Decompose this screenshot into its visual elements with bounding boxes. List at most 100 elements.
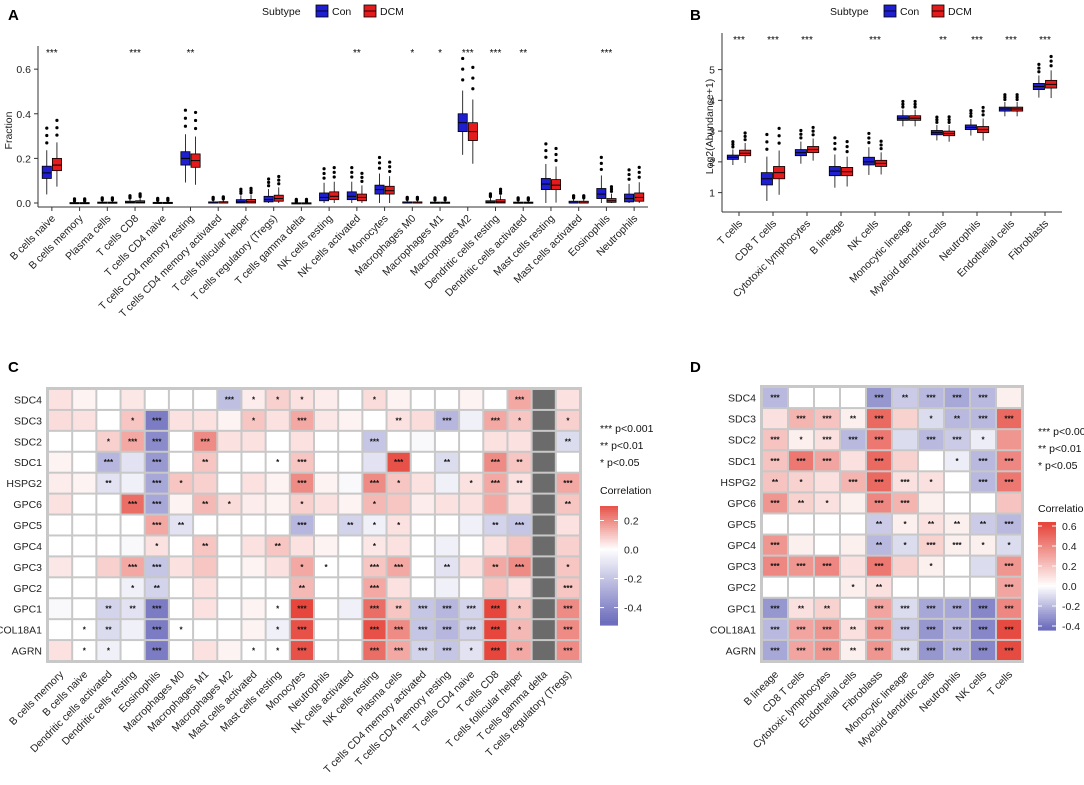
heat-cell xyxy=(971,640,995,660)
heat-cell xyxy=(508,536,531,556)
outlier-point xyxy=(627,172,631,177)
cell-significance: ** xyxy=(565,500,572,509)
cell-significance: ** xyxy=(396,416,403,425)
box-con xyxy=(41,165,52,179)
heat-cell xyxy=(49,515,72,535)
heat-cell xyxy=(290,410,313,430)
heat-cell xyxy=(789,577,813,597)
outlier-point xyxy=(913,99,917,104)
cell-significance: ** xyxy=(954,415,961,424)
row-label: GPC2 xyxy=(13,583,42,595)
cell-significance: *** xyxy=(978,415,988,424)
colorbar-step xyxy=(1038,590,1056,593)
outlier-point xyxy=(239,187,243,191)
colorbar-step xyxy=(1038,606,1056,609)
heat-cell xyxy=(242,390,265,409)
cell-significance: *** xyxy=(152,605,162,614)
x-tick-label: B lineage xyxy=(808,218,848,258)
outlier-point xyxy=(193,126,198,131)
outlier-point xyxy=(45,141,49,145)
heat-cell xyxy=(841,514,865,534)
panel-label-A: A xyxy=(8,7,19,24)
outlier-point xyxy=(743,131,747,135)
heat-cell xyxy=(919,493,943,513)
significance-mark: *** xyxy=(801,35,813,46)
cell-significance: * xyxy=(252,647,256,656)
outlier-point xyxy=(867,131,871,136)
heat-cell xyxy=(363,494,386,514)
heat-cell xyxy=(339,578,362,598)
cell-significance: *** xyxy=(442,647,452,656)
heat-cell xyxy=(532,515,555,535)
heat-cell xyxy=(290,494,313,514)
significance-mark: *** xyxy=(1005,35,1017,46)
outlier-point xyxy=(599,161,603,166)
x-tick-label: T cells xyxy=(715,218,745,248)
colorbar-step xyxy=(1038,541,1056,545)
heat-cell xyxy=(484,452,507,472)
colorbar-step xyxy=(600,569,618,573)
cell-significance: *** xyxy=(770,436,780,445)
cell-significance: * xyxy=(276,626,280,635)
outlier-point xyxy=(183,124,188,128)
y-tick-label: 0.0 xyxy=(16,198,31,210)
heat-cell xyxy=(315,515,338,535)
cell-significance: *** xyxy=(394,647,404,656)
outlier-point xyxy=(1003,95,1007,99)
cell-significance: ** xyxy=(772,478,779,487)
cell-significance: ** xyxy=(902,394,909,403)
heat-cell xyxy=(73,431,96,451)
cell-significance: *** xyxy=(152,647,162,656)
outlier-point xyxy=(277,182,281,186)
row-label: SDC2 xyxy=(14,436,42,448)
heat-cell xyxy=(997,472,1021,492)
outlier-point xyxy=(799,128,803,133)
colorbar-step xyxy=(600,541,618,545)
colorbar-step xyxy=(1038,595,1056,599)
cell-significance: *** xyxy=(900,499,910,508)
outlier-point xyxy=(249,186,253,190)
colorbar-step xyxy=(600,523,618,527)
cell-significance: ** xyxy=(105,605,112,614)
cell-significance: * xyxy=(107,437,111,446)
heat-cell xyxy=(169,494,193,514)
significance-mark: *** xyxy=(601,48,613,59)
heat-cell xyxy=(194,578,217,598)
heat-cell xyxy=(363,410,386,430)
heat-cell xyxy=(435,620,459,640)
colorbar-step xyxy=(1038,556,1056,559)
outlier-point xyxy=(765,140,769,144)
heat-cell xyxy=(556,557,579,577)
heat-cell xyxy=(73,473,96,493)
row-label: GPC4 xyxy=(13,541,42,553)
outlier-point xyxy=(799,136,803,140)
outlier-point xyxy=(879,139,883,143)
cell-significance: *** xyxy=(491,479,501,488)
cell-significance: *** xyxy=(491,605,501,614)
cell-significance: ** xyxy=(824,604,831,613)
colorbar-step xyxy=(1038,529,1056,532)
heat-cell xyxy=(893,640,917,660)
cell-significance: ** xyxy=(798,604,805,613)
heat-cell xyxy=(460,410,483,430)
cell-significance: *** xyxy=(926,394,936,403)
heat-cell xyxy=(532,410,555,430)
colorbar-step xyxy=(600,555,618,559)
heat-cell xyxy=(919,619,943,639)
heat-cell xyxy=(841,556,865,576)
heat-cell xyxy=(121,473,144,493)
heat-cell xyxy=(411,557,434,577)
cell-significance: *** xyxy=(152,437,162,446)
outlier-point xyxy=(637,170,641,174)
heat-cell xyxy=(893,556,917,576)
cell-significance: *** xyxy=(952,541,962,550)
heat-cell xyxy=(145,473,168,493)
heat-cell xyxy=(789,493,813,513)
colorbar-step xyxy=(600,615,618,618)
outlier-point xyxy=(461,78,465,82)
heat-cell xyxy=(97,557,120,577)
heat-cell xyxy=(867,598,891,618)
row-label: AGRN xyxy=(726,645,756,657)
heat-cell xyxy=(121,410,144,430)
box-con xyxy=(862,156,875,166)
